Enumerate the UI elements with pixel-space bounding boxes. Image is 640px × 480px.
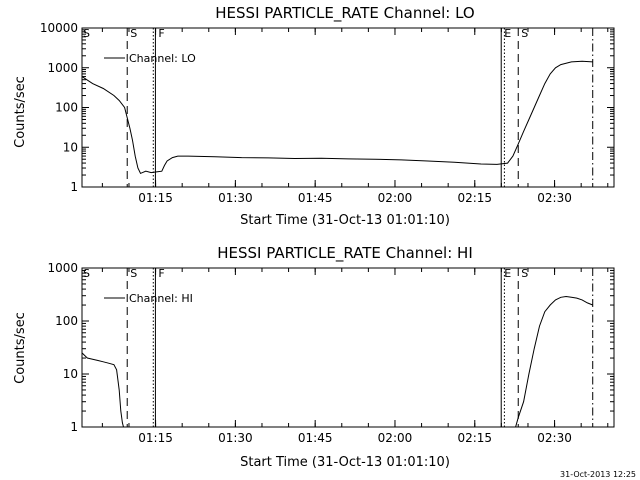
y-tick-label: 10 [63, 367, 78, 381]
event-marker-label: E [504, 267, 511, 280]
y-tick-label: 10000 [40, 21, 78, 35]
event-marker-label: S [521, 267, 528, 280]
y-tick-label: 100 [55, 101, 78, 115]
chart-panel-hi: HESSI PARTICLE_RATE Channel: HI Counts/s… [13, 244, 615, 470]
event-marker-label: F [158, 27, 164, 40]
x-tick-label: 01:30 [218, 431, 253, 445]
x-axis-label: Start Time (31-Oct-13 01:01:10) [240, 455, 450, 470]
legend-label: Channel: HI [129, 292, 193, 305]
event-marker-label: S [130, 267, 137, 280]
y-axis-label: Counts/sec [13, 312, 28, 384]
x-tick-label: 01:15 [138, 431, 173, 445]
event-marker-label: S [83, 27, 90, 40]
x-tick-label: 01:30 [218, 191, 253, 205]
series-line [81, 60, 593, 175]
x-tick-label: 01:45 [298, 431, 333, 445]
y-tick-label: 1000 [47, 261, 78, 275]
x-tick-label: 02:00 [378, 431, 413, 445]
x-tick-label: 02:00 [378, 191, 413, 205]
event-marker-label: S [130, 27, 137, 40]
y-tick-label: 100 [55, 314, 78, 328]
x-tick-label: 02:15 [457, 191, 492, 205]
y-tick-label: 1 [70, 420, 78, 434]
event-marker-label: S [521, 27, 528, 40]
x-tick-label: 01:45 [298, 191, 333, 205]
chart-title: HESSI PARTICLE_RATE Channel: LO [215, 4, 474, 23]
footer-timestamp: 31-Oct-2013 12:25 [560, 470, 636, 479]
series-line [81, 295, 593, 428]
x-axis-label: Start Time (31-Oct-13 01:01:10) [240, 213, 450, 228]
x-tick-label: 02:30 [537, 191, 572, 205]
chart-title: HESSI PARTICLE_RATE Channel: HI [217, 244, 473, 263]
y-tick-label: 10 [63, 140, 78, 154]
y-tick-label: 1 [70, 180, 78, 194]
y-tick-label: 1000 [47, 61, 78, 75]
y-axis-label: Counts/sec [13, 76, 28, 148]
chart-panel-lo: HESSI PARTICLE_RATE Channel: LO Counts/s… [13, 4, 615, 228]
x-tick-label: 02:15 [457, 431, 492, 445]
x-tick-label: 02:30 [537, 431, 572, 445]
x-tick-label: 01:15 [138, 191, 173, 205]
event-marker-label: S [83, 267, 90, 280]
legend-label: Channel: LO [129, 52, 196, 65]
event-marker-label: F [158, 267, 164, 280]
event-marker-label: E [504, 27, 511, 40]
